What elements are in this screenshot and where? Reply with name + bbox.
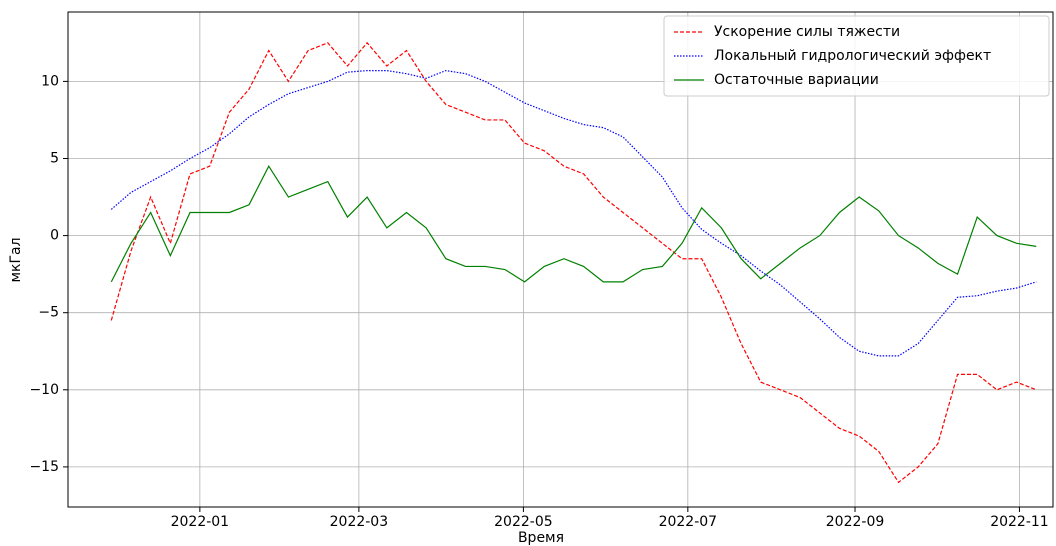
legend-label: Ускорение силы тяжести [714, 24, 900, 40]
x-tick-label: 2022-03 [330, 514, 389, 530]
plot-frame [67, 11, 1054, 508]
y-axis-label: мкГал [8, 237, 24, 282]
x-tick-label: 2022-11 [990, 514, 1049, 530]
y-tick-label: −15 [29, 459, 59, 475]
data-line [110, 41, 1037, 484]
x-tick-label: 2022-07 [659, 514, 718, 530]
x-tick-label: 2022-01 [171, 514, 230, 530]
y-tick-label: −5 [38, 305, 59, 321]
legend-label: Остаточные вариации [714, 72, 879, 88]
legend-box [663, 15, 1050, 97]
x-axis-label: Время [518, 530, 564, 546]
data-line [110, 164, 1037, 283]
x-tick-label: 2022-09 [826, 514, 885, 530]
y-tick-label: 5 [50, 150, 59, 166]
y-tick-label: 10 [41, 73, 59, 89]
y-tick-label: −10 [29, 382, 59, 398]
x-tick-label: 2022-05 [494, 514, 553, 530]
y-tick-label: 0 [50, 228, 59, 244]
legend-label: Локальный гидрологический эффект [714, 48, 991, 64]
